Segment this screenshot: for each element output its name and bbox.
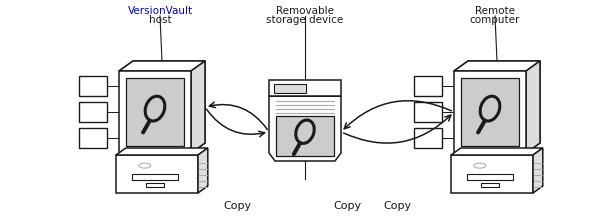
Text: computer: computer: [470, 15, 520, 25]
Text: VersionVault: VersionVault: [127, 6, 193, 16]
Polygon shape: [116, 148, 208, 155]
Polygon shape: [451, 148, 543, 155]
Polygon shape: [79, 128, 107, 148]
Polygon shape: [269, 80, 341, 96]
Polygon shape: [269, 96, 341, 161]
Text: Copy: Copy: [223, 201, 251, 211]
Polygon shape: [461, 78, 519, 146]
Ellipse shape: [139, 163, 151, 168]
Polygon shape: [119, 71, 191, 153]
Polygon shape: [146, 183, 164, 187]
Polygon shape: [454, 71, 526, 153]
Polygon shape: [116, 155, 198, 193]
Polygon shape: [79, 102, 107, 122]
Polygon shape: [454, 61, 540, 153]
Polygon shape: [414, 128, 442, 148]
Polygon shape: [119, 61, 205, 71]
Ellipse shape: [474, 163, 486, 168]
Polygon shape: [533, 148, 543, 193]
Polygon shape: [198, 148, 208, 193]
Polygon shape: [191, 61, 205, 153]
Polygon shape: [414, 76, 442, 96]
Polygon shape: [414, 102, 442, 122]
Text: storage device: storage device: [266, 15, 344, 25]
Polygon shape: [79, 76, 107, 96]
Polygon shape: [126, 78, 184, 146]
Text: Copy: Copy: [333, 201, 361, 211]
Text: Remote: Remote: [475, 6, 515, 16]
Text: host: host: [149, 15, 172, 25]
Polygon shape: [451, 155, 533, 193]
Polygon shape: [467, 174, 512, 180]
Polygon shape: [526, 61, 540, 153]
Polygon shape: [119, 61, 205, 153]
Polygon shape: [276, 116, 334, 156]
Polygon shape: [454, 61, 540, 71]
Polygon shape: [133, 174, 178, 180]
Polygon shape: [274, 84, 307, 93]
Polygon shape: [481, 183, 499, 187]
Text: Removable: Removable: [276, 6, 334, 16]
Text: Copy: Copy: [383, 201, 412, 211]
